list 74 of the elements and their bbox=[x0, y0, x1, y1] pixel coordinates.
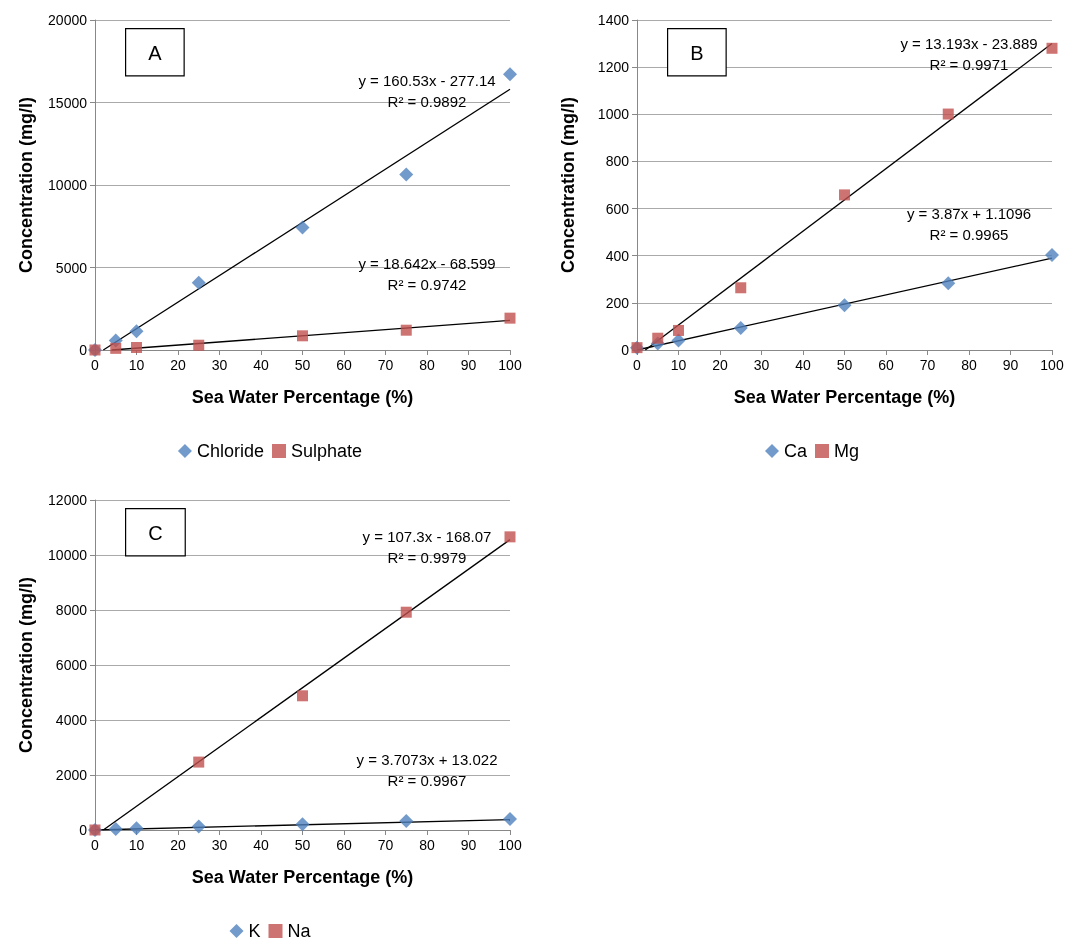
legend-label: Ca bbox=[783, 441, 808, 461]
y-tick-label: 1000 bbox=[597, 106, 630, 123]
y-tick-label: 5000 bbox=[55, 259, 88, 276]
annotation: A bbox=[148, 42, 163, 65]
annotation: C bbox=[148, 522, 163, 545]
annotation: y = 107.3x - 168.07 R² = 0.9979 bbox=[362, 527, 492, 566]
y-tick-label: 1200 bbox=[597, 59, 630, 76]
x-tick-label: 40 bbox=[795, 357, 811, 373]
y-tick-label: 200 bbox=[605, 294, 630, 311]
legend-label: K bbox=[248, 921, 261, 941]
y-tick-label: 0 bbox=[79, 342, 88, 358]
x-tick-label: 20 bbox=[170, 837, 186, 853]
y-tick-label: 10000 bbox=[48, 547, 88, 563]
x-tick-label: 20 bbox=[170, 357, 186, 373]
y-tick-label: 20000 bbox=[48, 12, 88, 28]
x-tick-label: 30 bbox=[211, 357, 228, 373]
annotation: y = 18.642x - 68.599 R² = 0.9742 bbox=[358, 255, 496, 294]
annotation: y = 13.193x - 23.889 R² = 0.9971 bbox=[900, 35, 1038, 74]
x-tick-label: 80 bbox=[419, 837, 435, 853]
x-tick-label: 100 bbox=[1040, 357, 1064, 373]
x-axis-title: Sea Water Percentage (%) bbox=[191, 867, 414, 887]
y-tick-label: 4000 bbox=[55, 712, 88, 728]
y-tick-label: 400 bbox=[605, 247, 630, 264]
x-tick-label: 10 bbox=[128, 357, 145, 373]
legend-label: Na bbox=[287, 921, 312, 941]
x-tick-label: 50 bbox=[294, 357, 311, 373]
y-tick-label: 10000 bbox=[48, 177, 88, 193]
legend-label: Mg bbox=[834, 441, 860, 461]
y-tick-label: 1400 bbox=[597, 12, 630, 28]
x-tick-label: 50 bbox=[294, 837, 311, 853]
x-tick-label: 60 bbox=[336, 837, 352, 853]
x-axis-title: Sea Water Percentage (%) bbox=[733, 387, 956, 407]
x-tick-label: 20 bbox=[712, 357, 728, 373]
y-axis-title: Concentration (mg/l) bbox=[558, 97, 578, 273]
y-tick-label: 0 bbox=[79, 822, 88, 838]
x-tick-label: 80 bbox=[961, 357, 977, 373]
x-tick-label: 0 bbox=[633, 357, 642, 373]
y-axis-title: Concentration (mg/l) bbox=[16, 97, 36, 273]
x-tick-label: 10 bbox=[128, 837, 145, 853]
x-tick-label: 0 bbox=[91, 357, 100, 373]
x-tick-label: 90 bbox=[460, 357, 477, 373]
x-tick-label: 90 bbox=[1002, 357, 1019, 373]
x-axis-title: Sea Water Percentage (%) bbox=[191, 387, 414, 407]
x-tick-label: 60 bbox=[336, 357, 352, 373]
y-tick-label: 0 bbox=[621, 342, 630, 358]
y-tick-label: 2000 bbox=[55, 767, 88, 783]
x-tick-label: 70 bbox=[919, 357, 936, 373]
annotation: y = 3.7073x + 13.022 R² = 0.9967 bbox=[356, 750, 498, 789]
y-tick-label: 800 bbox=[605, 153, 630, 170]
y-axis-title: Concentration (mg/l) bbox=[16, 577, 36, 753]
x-tick-label: 80 bbox=[419, 357, 435, 373]
x-tick-label: 30 bbox=[753, 357, 770, 373]
y-tick-label: 600 bbox=[605, 200, 630, 217]
x-tick-label: 10 bbox=[670, 357, 687, 373]
y-tick-label: 6000 bbox=[55, 657, 88, 673]
x-tick-label: 100 bbox=[498, 837, 522, 853]
x-tick-label: 50 bbox=[836, 357, 853, 373]
legend-label: Sulphate bbox=[290, 441, 363, 461]
annotation: y = 3.87x + 1.1096 R² = 0.9965 bbox=[906, 205, 1032, 244]
y-tick-label: 15000 bbox=[48, 94, 88, 111]
x-tick-label: 60 bbox=[878, 357, 894, 373]
x-tick-label: 0 bbox=[91, 837, 100, 853]
annotation: y = 160.53x - 277.14 R² = 0.9892 bbox=[358, 71, 496, 110]
x-tick-label: 100 bbox=[498, 357, 522, 373]
x-tick-label: 70 bbox=[377, 837, 394, 853]
x-tick-label: 70 bbox=[377, 357, 394, 373]
x-tick-label: 40 bbox=[253, 837, 269, 853]
x-tick-label: 40 bbox=[253, 357, 269, 373]
x-tick-label: 30 bbox=[211, 837, 228, 853]
y-tick-label: 8000 bbox=[55, 602, 88, 618]
annotation: B bbox=[690, 42, 704, 65]
legend-label: Chloride bbox=[196, 441, 264, 461]
x-tick-label: 90 bbox=[460, 837, 477, 853]
y-tick-label: 12000 bbox=[48, 492, 88, 508]
